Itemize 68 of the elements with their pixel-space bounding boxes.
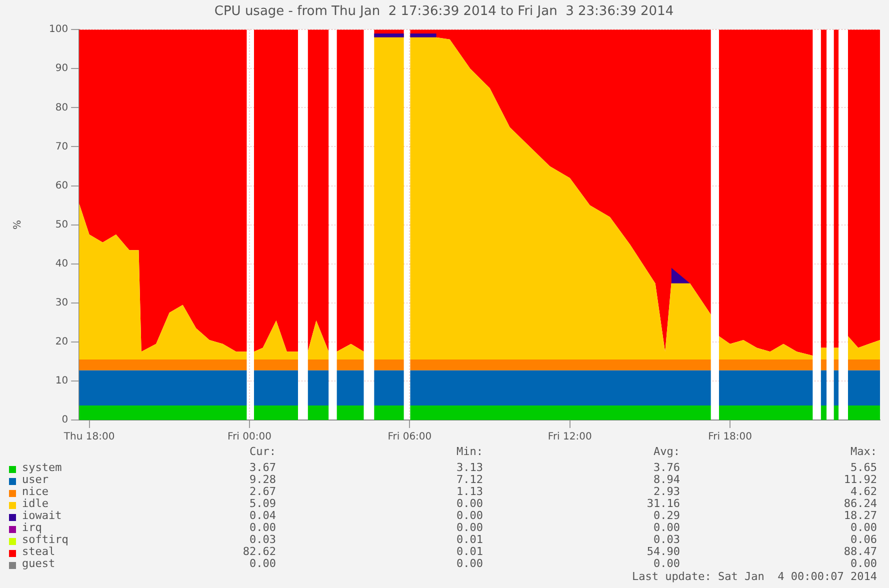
legend-label: guest bbox=[22, 557, 56, 570]
text: 5.09 bbox=[250, 497, 276, 510]
text: 0.00 bbox=[250, 521, 276, 534]
x-tick-label: Fri 06:00 bbox=[388, 432, 432, 443]
y-tick-label: 80 bbox=[55, 102, 68, 114]
y-tick-label: 0 bbox=[62, 414, 68, 426]
y-tick-label: 70 bbox=[55, 141, 68, 152]
y-tick-label: 100 bbox=[48, 24, 68, 36]
text: 18.27 bbox=[844, 509, 877, 522]
legend-label: iowait bbox=[22, 509, 62, 522]
text: 0.06 bbox=[850, 533, 877, 546]
legend-label: steal bbox=[22, 545, 56, 558]
text: 0.00 bbox=[250, 557, 276, 570]
text: 1.13 bbox=[456, 485, 483, 498]
y-tick-label: 90 bbox=[55, 63, 68, 74]
legend-label: nice bbox=[22, 485, 48, 498]
text: 3.13 bbox=[456, 461, 483, 474]
y-tick-label: 30 bbox=[55, 297, 68, 308]
text: 5.65 bbox=[850, 461, 877, 474]
text: 3.76 bbox=[654, 461, 680, 474]
text: 88.47 bbox=[844, 545, 877, 558]
text: Max: bbox=[850, 445, 877, 458]
text: 11.92 bbox=[844, 473, 877, 486]
legend-label: softirq bbox=[22, 533, 68, 546]
text: Cur: bbox=[250, 445, 276, 458]
legend-label: system bbox=[22, 461, 62, 474]
text: Avg: bbox=[654, 445, 680, 458]
text: 0.00 bbox=[456, 509, 483, 522]
text: 3.67 bbox=[250, 461, 276, 474]
y-tick-label: 50 bbox=[55, 219, 68, 230]
text: 0.03 bbox=[250, 533, 276, 546]
text: 0.00 bbox=[456, 557, 483, 570]
x-tick-label: Fri 12:00 bbox=[548, 432, 592, 443]
text: 0.00 bbox=[654, 557, 680, 570]
text: 86.24 bbox=[844, 497, 877, 510]
chart-title: CPU usage - from Thu Jan 2 17:36:39 2014 to Fri Jan 3 23:36:39 2014 bbox=[214, 4, 674, 20]
x-tick-label: Fri 00:00 bbox=[228, 432, 272, 443]
text: 2.67 bbox=[250, 485, 276, 498]
text: 0.29 bbox=[654, 509, 680, 522]
text: 7.12 bbox=[456, 473, 483, 486]
legend-label: irq bbox=[22, 521, 42, 534]
text: 0.01 bbox=[456, 533, 483, 546]
y-tick-label: 10 bbox=[55, 376, 68, 387]
text: 9.28 bbox=[250, 473, 276, 486]
text: 82.62 bbox=[242, 545, 276, 558]
text: 0.00 bbox=[456, 497, 483, 510]
text: 0.01 bbox=[456, 545, 483, 558]
legend-label: idle bbox=[22, 497, 48, 510]
text: 4.62 bbox=[850, 485, 877, 498]
text: 0.00 bbox=[654, 521, 680, 534]
text: 2.93 bbox=[654, 485, 680, 498]
text: 31.16 bbox=[646, 497, 680, 510]
text: 54.90 bbox=[646, 545, 680, 558]
text: 0.00 bbox=[850, 521, 877, 534]
text: Last update: Sat Jan 4 00:00:07 2014 bbox=[632, 570, 877, 583]
text: 0.00 bbox=[850, 557, 877, 570]
y-tick-label: 20 bbox=[55, 336, 68, 348]
x-tick-label: Thu 18:00 bbox=[62, 432, 115, 443]
text: 0.03 bbox=[654, 533, 680, 546]
x-tick-label: Fri 18:00 bbox=[708, 432, 752, 443]
legend-label: user bbox=[22, 473, 48, 486]
text: 0.04 bbox=[250, 509, 276, 522]
y-tick-label: 40 bbox=[55, 258, 68, 270]
text: 8.94 bbox=[654, 473, 680, 486]
text: Min: bbox=[456, 445, 483, 458]
text: 0.00 bbox=[456, 521, 483, 534]
y-axis-title: % bbox=[12, 220, 24, 230]
y-tick-label: 60 bbox=[55, 180, 68, 192]
